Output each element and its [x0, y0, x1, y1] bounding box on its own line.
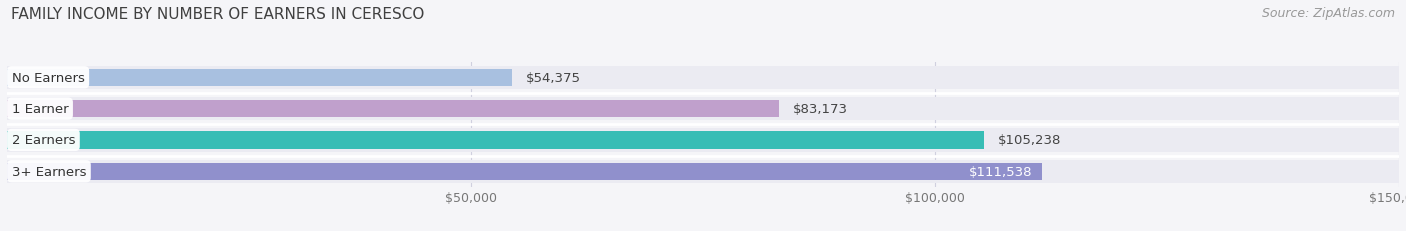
Text: FAMILY INCOME BY NUMBER OF EARNERS IN CERESCO: FAMILY INCOME BY NUMBER OF EARNERS IN CE… — [11, 7, 425, 22]
Text: $111,538: $111,538 — [969, 165, 1033, 178]
Text: $105,238: $105,238 — [997, 134, 1062, 147]
Bar — [7, 129, 1399, 152]
Bar — [7, 66, 1399, 90]
Bar — [7, 160, 1399, 183]
Bar — [7, 69, 512, 87]
Bar — [7, 100, 779, 118]
Bar — [7, 132, 984, 149]
Text: Source: ZipAtlas.com: Source: ZipAtlas.com — [1261, 7, 1395, 20]
Text: $83,173: $83,173 — [793, 103, 848, 116]
Bar — [7, 97, 1399, 121]
Text: $54,375: $54,375 — [526, 71, 581, 85]
Bar — [7, 163, 1042, 180]
Text: No Earners: No Earners — [11, 71, 84, 85]
Text: 1 Earner: 1 Earner — [11, 103, 69, 116]
Text: 3+ Earners: 3+ Earners — [11, 165, 86, 178]
Text: 2 Earners: 2 Earners — [11, 134, 75, 147]
